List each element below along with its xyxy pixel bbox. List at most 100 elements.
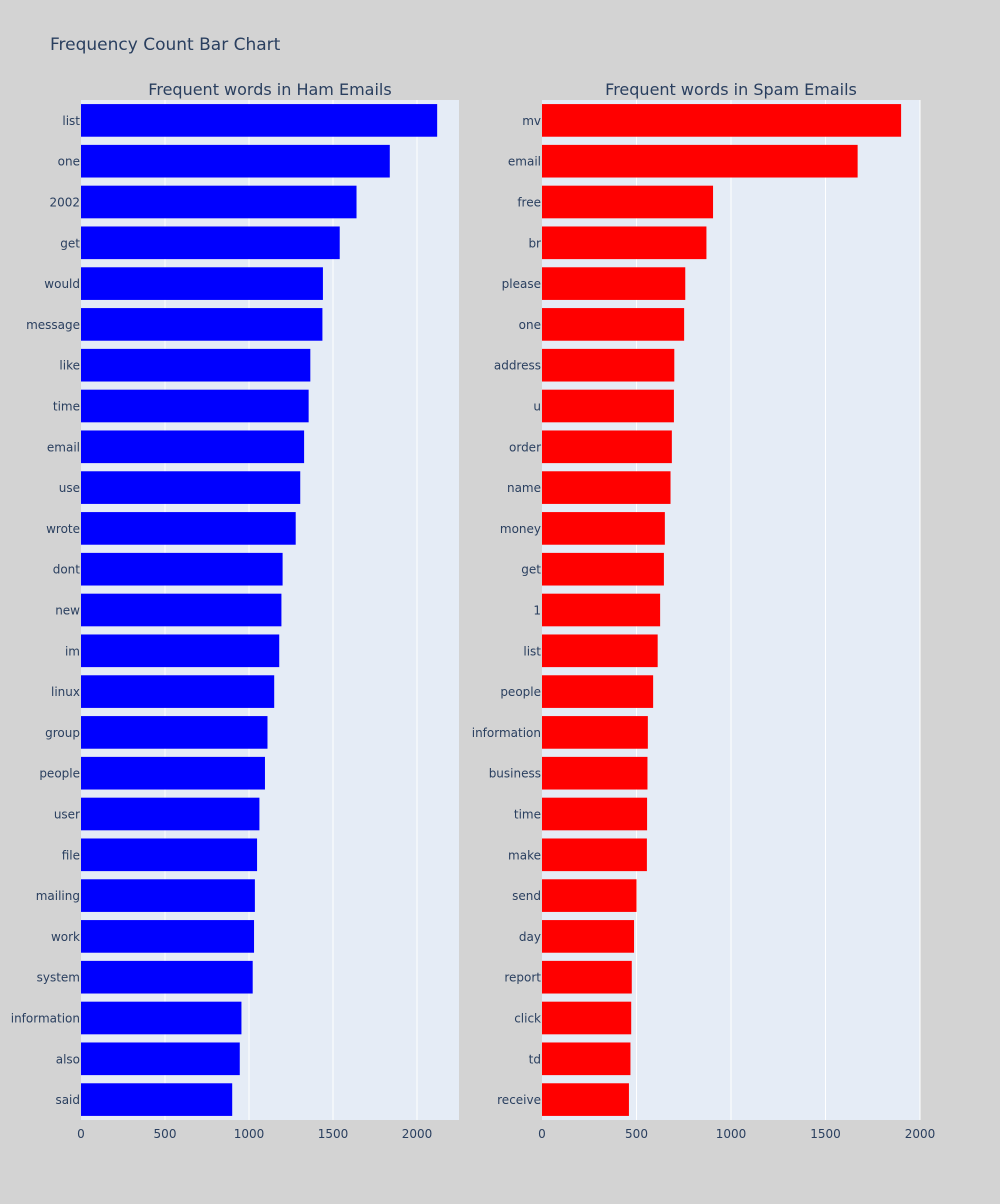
y-tick-label: system (37, 971, 80, 985)
x-tick-label: 1000 (234, 1127, 265, 1141)
bar-use (81, 471, 301, 504)
bar-day (542, 920, 635, 953)
bar-get (542, 552, 664, 586)
y-tick-label: email (508, 155, 541, 169)
y-tick-label: make (508, 848, 541, 862)
bar-please (542, 267, 686, 300)
bar-said (81, 1083, 233, 1116)
bar-free (542, 185, 714, 219)
y-tick-label: free (517, 196, 541, 210)
y-tick-label: also (56, 1052, 80, 1066)
y-tick-label: one (519, 318, 541, 332)
bar-message (81, 308, 323, 341)
bar-get (81, 226, 340, 260)
y-tick-label: group (45, 726, 80, 740)
bar-im (81, 634, 280, 668)
x-tick-label: 1000 (716, 1127, 747, 1141)
y-tick-label: br (528, 236, 541, 250)
y-tick-label: click (514, 1012, 541, 1026)
bar-email (542, 144, 858, 178)
bar-send (542, 879, 637, 912)
y-tick-label: time (53, 400, 80, 414)
bar-2002 (81, 185, 357, 219)
bar-make (542, 838, 647, 872)
bar-file (81, 838, 258, 872)
y-tick-label: name (507, 481, 541, 495)
bar-address (542, 348, 675, 382)
y-tick-label: like (59, 359, 80, 373)
subplot-title: Frequent words in Spam Emails (605, 80, 857, 99)
y-tick-label: people (500, 685, 541, 699)
subplot-1: list one 2002 get would message like time email u… (11, 80, 459, 1141)
y-tick-label: wrote (46, 522, 80, 536)
y-tick-label: address (494, 359, 541, 373)
y-tick-label: im (65, 644, 80, 658)
bar-group (81, 716, 268, 749)
y-tick-label: business (489, 767, 541, 781)
y-tick-label: work (51, 930, 80, 944)
y-tick-label: report (504, 971, 541, 985)
bar-people (542, 675, 654, 708)
y-tick-label: file (62, 848, 80, 862)
bar-receive (542, 1083, 629, 1116)
page-title: Frequency Count Bar Chart (50, 35, 281, 55)
y-tick-label: order (509, 440, 541, 454)
bar-email (81, 430, 305, 464)
y-tick-label: list (523, 644, 541, 658)
bar-work (81, 920, 255, 953)
y-tick-label: receive (497, 1093, 541, 1107)
bar-information (542, 716, 648, 749)
bar-br (542, 226, 707, 260)
x-tick-label: 500 (154, 1127, 177, 1141)
bar-order (542, 430, 672, 464)
y-tick-label: get (521, 563, 541, 577)
y-tick-label: time (514, 808, 541, 822)
y-tick-label: money (500, 522, 541, 536)
bar-mv (542, 104, 902, 137)
x-tick-label: 1500 (810, 1127, 841, 1141)
bar-business (542, 756, 648, 790)
x-tick-label: 2000 (402, 1127, 433, 1141)
bar-also (81, 1042, 240, 1076)
y-tick-label: day (519, 930, 541, 944)
bar-click (542, 1001, 632, 1035)
x-tick-label: 0 (538, 1127, 546, 1141)
bar-information (81, 1001, 242, 1035)
y-tick-label: said (55, 1093, 80, 1107)
bar-list (542, 634, 658, 668)
bar-one (542, 308, 685, 341)
x-tick-label: 1500 (318, 1127, 349, 1141)
y-tick-label: information (11, 1012, 80, 1026)
y-tick-label: td (529, 1052, 541, 1066)
y-tick-label: new (55, 604, 80, 618)
y-tick-label: user (54, 808, 80, 822)
bar-like (81, 348, 311, 382)
y-tick-label: 1 (533, 604, 541, 618)
y-tick-label: send (512, 889, 541, 903)
subplot-title: Frequent words in Ham Emails (148, 80, 391, 99)
bar-would (81, 267, 323, 300)
bar-time (542, 797, 648, 831)
y-tick-label: message (26, 318, 80, 332)
bar-1 (542, 593, 661, 627)
y-tick-label: mv (522, 114, 541, 128)
bar-one (81, 144, 390, 178)
y-tick-label: u (533, 400, 541, 414)
bar-new (81, 593, 282, 627)
bar-report (542, 960, 632, 994)
x-tick-label: 500 (625, 1127, 648, 1141)
y-tick-label: people (39, 767, 80, 781)
y-tick-label: dont (53, 563, 81, 577)
bar-td (542, 1042, 631, 1076)
bar-wrote (81, 512, 296, 545)
bar-linux (81, 675, 275, 708)
bar-people (81, 756, 265, 790)
y-tick-label: use (59, 481, 80, 495)
bar-list (81, 104, 438, 137)
subplot-2: mv email free br please one address u order name m… (472, 80, 936, 1141)
y-tick-label: 2002 (49, 196, 80, 210)
bar-time (81, 389, 309, 423)
y-tick-label: list (62, 114, 80, 128)
